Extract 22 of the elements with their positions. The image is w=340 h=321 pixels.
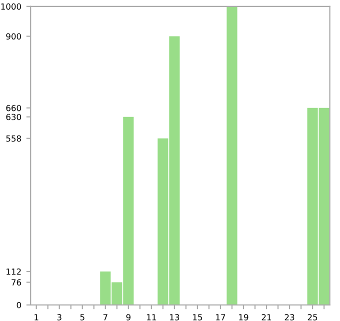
y-tick-label: 660 [6, 104, 22, 112]
x-tick-label: 3 [57, 314, 62, 320]
x-tick-label: 1 [34, 314, 38, 320]
x-tick-label: 19 [239, 314, 248, 320]
x-tick-label: 9 [126, 314, 130, 320]
x-tick-label: 25 [308, 314, 318, 320]
y-tick-label: 0 [16, 302, 22, 308]
y-tick-label: 630 [6, 114, 22, 120]
y-tick-label: 112 [6, 268, 21, 275]
x-tick-label: 11 [147, 314, 156, 320]
y-tick-label: 558 [6, 135, 21, 142]
y-tick-label: 76 [12, 279, 22, 286]
x-tick-label: 15 [193, 314, 202, 320]
x-tick-label: 5 [80, 314, 84, 320]
bar [226, 6, 238, 305]
x-tick-label: 13 [170, 314, 180, 320]
x-tick-label: 23 [284, 314, 294, 320]
x-tick-label: 21 [262, 314, 272, 320]
x-tick-label: 7 [103, 314, 108, 320]
x-tick-label: 17 [216, 314, 226, 320]
y-tick-label: 1000 [1, 3, 22, 10]
y-tick-label: 900 [6, 33, 22, 40]
